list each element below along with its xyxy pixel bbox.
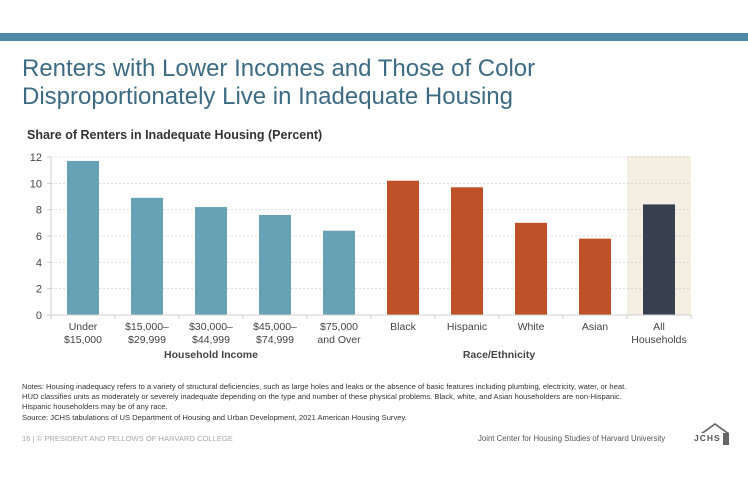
bar-race bbox=[451, 187, 483, 315]
y-tick-label: 10 bbox=[30, 178, 42, 190]
x-tick-label: Hispanic bbox=[447, 321, 487, 333]
x-tick-label-line: White bbox=[518, 321, 545, 333]
source-note: Source: JCHS tabulations of US Departmen… bbox=[22, 412, 407, 422]
jchs-logo-text: JCHS bbox=[694, 433, 721, 443]
y-tick-label: 8 bbox=[36, 205, 42, 217]
bar-income bbox=[131, 197, 163, 315]
x-tick-label-line: $30,000– bbox=[189, 321, 233, 333]
bar-income bbox=[67, 160, 99, 315]
y-tick-label: 6 bbox=[36, 231, 42, 243]
x-tick-label-line: Households bbox=[631, 334, 686, 346]
y-tick-label: 12 bbox=[30, 152, 42, 164]
notes-line-3: Hispanic householders may be of any race… bbox=[22, 402, 168, 412]
x-tick-label: $30,000– $44,999 bbox=[189, 321, 233, 346]
x-tick-label: All Households bbox=[631, 321, 686, 346]
x-tick-label-line: $45,000– bbox=[253, 321, 297, 333]
jchs-house-logo-icon bbox=[701, 423, 729, 445]
x-tick-label-line: All bbox=[653, 321, 665, 333]
x-tick-label: $15,000– $29,999 bbox=[125, 321, 169, 346]
x-tick-label-line: Hispanic bbox=[447, 321, 487, 333]
x-tick-label: Black bbox=[390, 321, 416, 333]
x-tick-label: White bbox=[518, 321, 545, 333]
y-tick-label: 4 bbox=[36, 257, 42, 269]
slide-title-line-1: Renters with Lower Incomes and Those of … bbox=[22, 55, 536, 82]
x-tick-label: Under $15,000 bbox=[64, 321, 102, 346]
footer-organization: Joint Center for Housing Studies of Harv… bbox=[478, 434, 666, 443]
group-label: Race/Ethnicity bbox=[463, 349, 536, 361]
chart-notes: Notes: Housing inadequacy refers to a va… bbox=[22, 382, 742, 423]
group-label: Household Income bbox=[164, 349, 258, 361]
bar-race bbox=[579, 238, 611, 315]
bar-total bbox=[643, 204, 675, 315]
header-band bbox=[0, 33, 748, 41]
bar-race bbox=[387, 180, 419, 315]
x-tick-label-line: $29,999 bbox=[128, 334, 166, 346]
x-tick-label-line: $15,000 bbox=[64, 334, 102, 346]
bar-income bbox=[195, 207, 227, 315]
x-tick-label-line: Black bbox=[390, 321, 416, 333]
chart-title: Share of Renters in Inadequate Housing (… bbox=[27, 128, 323, 142]
slide-title-line-2: Disproportionately Live in Inadequate Ho… bbox=[22, 83, 513, 110]
notes-line-2: HUD classifies units as moderately or se… bbox=[22, 392, 622, 402]
x-tick-label-line: $75,000 bbox=[320, 321, 358, 333]
x-tick-label: $75,000 and Over bbox=[317, 321, 361, 346]
slide-title: Renters with Lower Incomes and Those of … bbox=[22, 55, 702, 111]
x-tick-label-line: Under bbox=[69, 321, 98, 333]
x-tick-label-line: $15,000– bbox=[125, 321, 169, 333]
x-tick-label: $45,000– $74,999 bbox=[253, 321, 297, 346]
y-tick-label: 2 bbox=[36, 284, 42, 296]
bar-income bbox=[259, 214, 291, 315]
footer-copyright: 16 | © PRESIDENT AND FELLOWS OF HARVARD … bbox=[22, 434, 233, 443]
bar-race bbox=[515, 222, 547, 315]
x-tick-label-line: and Over bbox=[317, 334, 361, 346]
bar-chart: 0 2 4 6 8 10 12 Under $15,000 $15,000– $29,999 $30,… bbox=[30, 152, 692, 361]
x-tick-label-line: Asian bbox=[582, 321, 608, 333]
x-tick-label-line: $44,999 bbox=[192, 334, 230, 346]
x-tick-label: Asian bbox=[582, 321, 608, 333]
bar-income bbox=[323, 230, 355, 315]
x-tick-label-line: $74,999 bbox=[256, 334, 294, 346]
notes-line-1: Notes: Housing inadequacy refers to a va… bbox=[22, 382, 627, 391]
y-tick-label: 0 bbox=[36, 310, 42, 322]
